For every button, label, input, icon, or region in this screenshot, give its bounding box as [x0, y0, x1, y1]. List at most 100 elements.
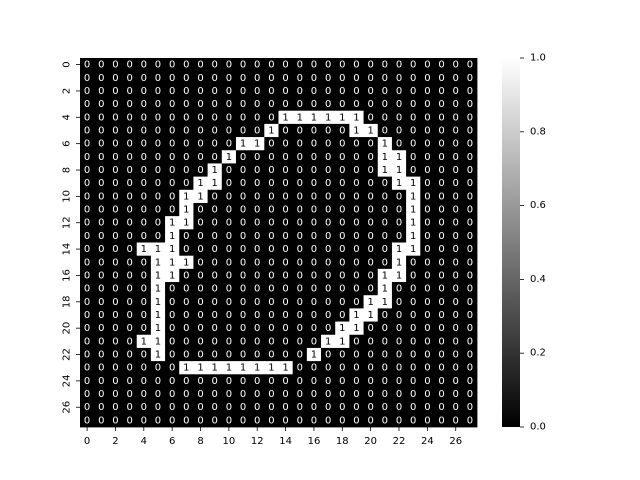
heatmap-cell [462, 110, 478, 125]
x-tick-label: 26 [449, 436, 462, 447]
cell-value-label: 0 [396, 218, 402, 229]
cell-value-label: 0 [268, 297, 274, 308]
heatmap-cell [349, 308, 364, 322]
heatmap-cell [335, 97, 350, 112]
heatmap-cell [193, 361, 209, 375]
heatmap-cell [462, 229, 478, 243]
heatmap-cell [250, 413, 265, 428]
y-tick-label: 0 [62, 61, 73, 67]
cell-value-label: 0 [169, 86, 175, 97]
heatmap-cell [80, 321, 95, 336]
heatmap-cell [335, 255, 350, 270]
heatmap-cell [335, 123, 350, 138]
cell-value-label: 0 [297, 257, 303, 268]
cell-value-label: 1 [396, 257, 402, 268]
cell-value-label: 0 [268, 415, 274, 426]
cell-value-label: 0 [382, 112, 388, 123]
heatmap-cell [377, 361, 393, 375]
cell-value-label: 0 [453, 152, 459, 163]
cell-value-label: 0 [84, 257, 90, 268]
cell-value-label: 0 [467, 218, 473, 229]
cell-value-label: 0 [282, 297, 288, 308]
heatmap-cell [165, 189, 180, 204]
cell-value-label: 0 [183, 350, 189, 361]
cell-value-label: 0 [112, 297, 118, 308]
heatmap-cell [221, 229, 237, 243]
heatmap-cell [193, 308, 209, 322]
heatmap-cell [349, 374, 364, 388]
cell-value-label: 0 [197, 73, 203, 84]
cell-value-label: 1 [282, 363, 288, 374]
heatmap-grid: 0 0 0 0 0 0 0 0 0 0 0 0 0 0 0 0 0 0 0 0 0 0 0 0 0 0 0 00 0 0 0 0 0 0 0 0 0 0 0… [80, 58, 478, 428]
cell-value-label: 0 [268, 244, 274, 255]
cell-value-label: 0 [339, 402, 345, 413]
heatmap-cell [306, 176, 322, 191]
cell-value-label: 0 [311, 402, 317, 413]
heatmap-cell [94, 202, 109, 217]
heatmap-cell [335, 387, 350, 402]
cell-value-label: 0 [297, 244, 303, 255]
cell-value-label: 0 [410, 99, 416, 110]
cell-value-label: 0 [84, 218, 90, 229]
heatmap-cell [250, 255, 265, 270]
heatmap-cell [108, 308, 123, 322]
heatmap-cell [406, 413, 421, 428]
cell-value-label: 0 [467, 402, 473, 413]
cell-value-label: 0 [382, 178, 388, 189]
cell-value-label: 0 [453, 178, 459, 189]
heatmap-cell [306, 202, 322, 217]
heatmap-cell [94, 216, 109, 230]
heatmap-cell [306, 229, 322, 243]
heatmap-cell [136, 308, 152, 322]
cell-value-label: 0 [126, 205, 132, 216]
cell-value-label: 0 [126, 178, 132, 189]
cell-value-label: 0 [339, 284, 345, 295]
heatmap-cell [94, 150, 109, 164]
heatmap-cell [179, 374, 194, 388]
heatmap-cell [406, 137, 421, 151]
heatmap-cell [448, 163, 464, 178]
cell-value-label: 0 [226, 244, 232, 255]
cell-value-label: 0 [467, 125, 473, 136]
cell-value-label: 0 [311, 99, 317, 110]
cell-value-label: 0 [311, 218, 317, 229]
heatmap-cell [165, 347, 180, 362]
cell-value-label: 0 [410, 284, 416, 295]
heatmap-cell [122, 268, 138, 283]
heatmap-cell [221, 84, 237, 98]
heatmap-cell [179, 268, 194, 283]
cell-value-label: 0 [438, 125, 444, 136]
heatmap-cell [179, 163, 194, 178]
heatmap-cell [306, 123, 322, 138]
heatmap-cell [94, 97, 109, 112]
heatmap-cell [235, 137, 251, 151]
cell-value-label: 0 [169, 376, 175, 387]
heatmap-cell [434, 137, 450, 151]
cell-value-label: 0 [84, 244, 90, 255]
cell-value-label: 0 [339, 139, 345, 150]
heatmap-cell [250, 137, 265, 151]
cell-value-label: 0 [282, 191, 288, 202]
heatmap-cell [193, 150, 209, 164]
cell-value-label: 0 [438, 402, 444, 413]
heatmap-cell [335, 242, 350, 257]
cell-value-label: 0 [112, 336, 118, 347]
cell-value-label: 0 [226, 310, 232, 321]
heatmap-cell [136, 387, 152, 402]
cell-value-label: 0 [297, 376, 303, 387]
cell-value-label: 0 [254, 191, 260, 202]
heatmap-cell [122, 361, 138, 375]
cell-value-label: 0 [353, 73, 359, 84]
cell-value-label: 0 [141, 152, 147, 163]
cell-value-label: 0 [438, 270, 444, 281]
heatmap-cell [136, 137, 152, 151]
heatmap-cell [406, 400, 421, 415]
cell-value-label: 0 [382, 350, 388, 361]
x-tick-label: 22 [393, 436, 406, 447]
cell-value-label: 0 [197, 112, 203, 123]
cell-value-label: 1 [169, 218, 175, 229]
cell-value-label: 0 [268, 178, 274, 189]
heatmap-cell [80, 413, 95, 428]
heatmap-cell [434, 387, 450, 402]
heatmap-cell [250, 374, 265, 388]
